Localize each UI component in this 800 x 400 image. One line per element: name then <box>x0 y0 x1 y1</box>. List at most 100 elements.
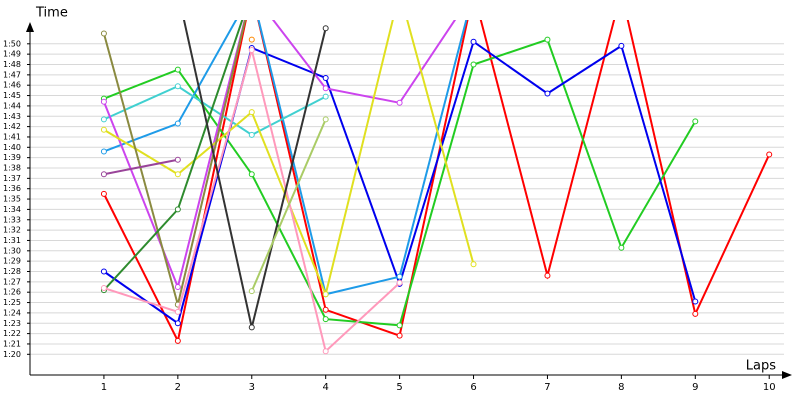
x-tick-label: 10 <box>763 382 776 393</box>
grid <box>30 43 784 355</box>
series-line <box>102 20 247 305</box>
data-point <box>322 291 329 298</box>
data-point <box>248 131 255 138</box>
data-point <box>618 244 625 251</box>
data-point <box>766 151 773 158</box>
x-tick-label: 4 <box>322 382 328 393</box>
data-point <box>174 120 181 127</box>
y-tick-label: 1:39 <box>3 153 21 162</box>
y-tick-label: 1:49 <box>3 50 21 59</box>
y-tick-label: 1:42 <box>3 122 21 131</box>
data-point <box>396 99 403 106</box>
y-tick-label: 1:40 <box>3 143 21 152</box>
y-tick-label: 1:26 <box>3 288 21 297</box>
series-line <box>103 158 179 176</box>
series-line <box>103 85 327 137</box>
x-tick-label: 1 <box>101 382 107 393</box>
y-tick-label: 1:29 <box>3 257 21 266</box>
y-tick-label: 1:22 <box>3 329 21 338</box>
data-point <box>470 261 477 268</box>
data-point <box>248 47 255 54</box>
y-tick-label: 1:44 <box>3 101 21 110</box>
data-point <box>396 273 403 280</box>
data-point <box>470 38 477 45</box>
y-tick-label: 1:48 <box>3 60 21 69</box>
series-line <box>103 20 771 344</box>
y-tick-label: 1:41 <box>3 132 21 141</box>
y-axis-arrow <box>26 22 34 32</box>
y-tick-label: 1:36 <box>3 184 21 193</box>
series-line <box>103 20 468 296</box>
x-tick-label: 8 <box>618 382 624 393</box>
data-point <box>100 98 107 105</box>
y-tick-label: 1:30 <box>3 246 21 255</box>
x-axis-arrow <box>782 371 792 379</box>
data-point <box>174 156 181 163</box>
data-point <box>174 308 181 315</box>
data-point <box>100 126 107 133</box>
data-point <box>396 322 403 329</box>
data-point <box>692 298 699 305</box>
data-point <box>544 36 551 43</box>
x-tick-label: 3 <box>249 382 255 393</box>
data-point <box>322 25 329 32</box>
data-point <box>100 116 107 123</box>
data-point <box>322 74 329 81</box>
y-tick-label: 1:20 <box>3 350 21 359</box>
data-point <box>470 61 477 68</box>
data-point <box>100 190 107 197</box>
data-point <box>174 66 181 73</box>
data-point <box>618 42 625 49</box>
data-point <box>322 348 329 355</box>
data-point <box>248 171 255 178</box>
x-tick-label: 6 <box>470 382 476 393</box>
data-point <box>100 285 107 292</box>
y-axis-title: Time <box>35 6 68 21</box>
data-point <box>692 310 699 317</box>
y-tick-label: 1:38 <box>3 164 21 173</box>
y-tick-label: 1:24 <box>3 308 21 317</box>
y-tick-label: 1:46 <box>3 81 21 90</box>
y-tick-label: 1:25 <box>3 298 21 307</box>
x-tick-label: 5 <box>396 382 402 393</box>
data-point <box>322 316 329 323</box>
data-point <box>322 306 329 313</box>
data-point <box>174 171 181 178</box>
y-tick-label: 1:27 <box>3 277 21 286</box>
y-tick-label: 1:35 <box>3 195 21 204</box>
y-tick-label: 1:47 <box>3 70 21 79</box>
data-point <box>248 288 255 295</box>
y-tick-label: 1:21 <box>3 339 21 348</box>
data-point <box>322 85 329 92</box>
plot-area <box>100 20 773 355</box>
y-tick-label: 1:37 <box>3 174 21 183</box>
data-point <box>544 272 551 279</box>
data-point <box>174 284 181 291</box>
y-tick-label: 1:50 <box>3 39 21 48</box>
data-point <box>174 83 181 90</box>
data-point <box>174 320 181 327</box>
y-tick-label: 1:23 <box>3 319 21 328</box>
y-tick-label: 1:45 <box>3 91 21 100</box>
data-point <box>248 36 255 43</box>
data-point <box>100 268 107 275</box>
data-point <box>100 171 107 178</box>
x-tick-label: 2 <box>175 382 181 393</box>
y-tick-label: 1:43 <box>3 112 21 121</box>
series-line <box>250 118 327 292</box>
y-tick-label: 1:31 <box>3 236 21 245</box>
data-point <box>322 93 329 100</box>
x-tick-label: 9 <box>692 382 698 393</box>
y-tick-label: 1:33 <box>3 215 21 224</box>
data-point <box>174 206 181 213</box>
data-point <box>322 116 329 123</box>
data-point <box>174 337 181 344</box>
data-point <box>100 148 107 155</box>
y-tick-label: 1:34 <box>3 205 21 214</box>
data-point <box>396 279 403 286</box>
data-point <box>248 109 255 116</box>
data-point <box>100 30 107 37</box>
y-tick-label: 1:28 <box>3 267 21 276</box>
data-point <box>544 90 551 97</box>
